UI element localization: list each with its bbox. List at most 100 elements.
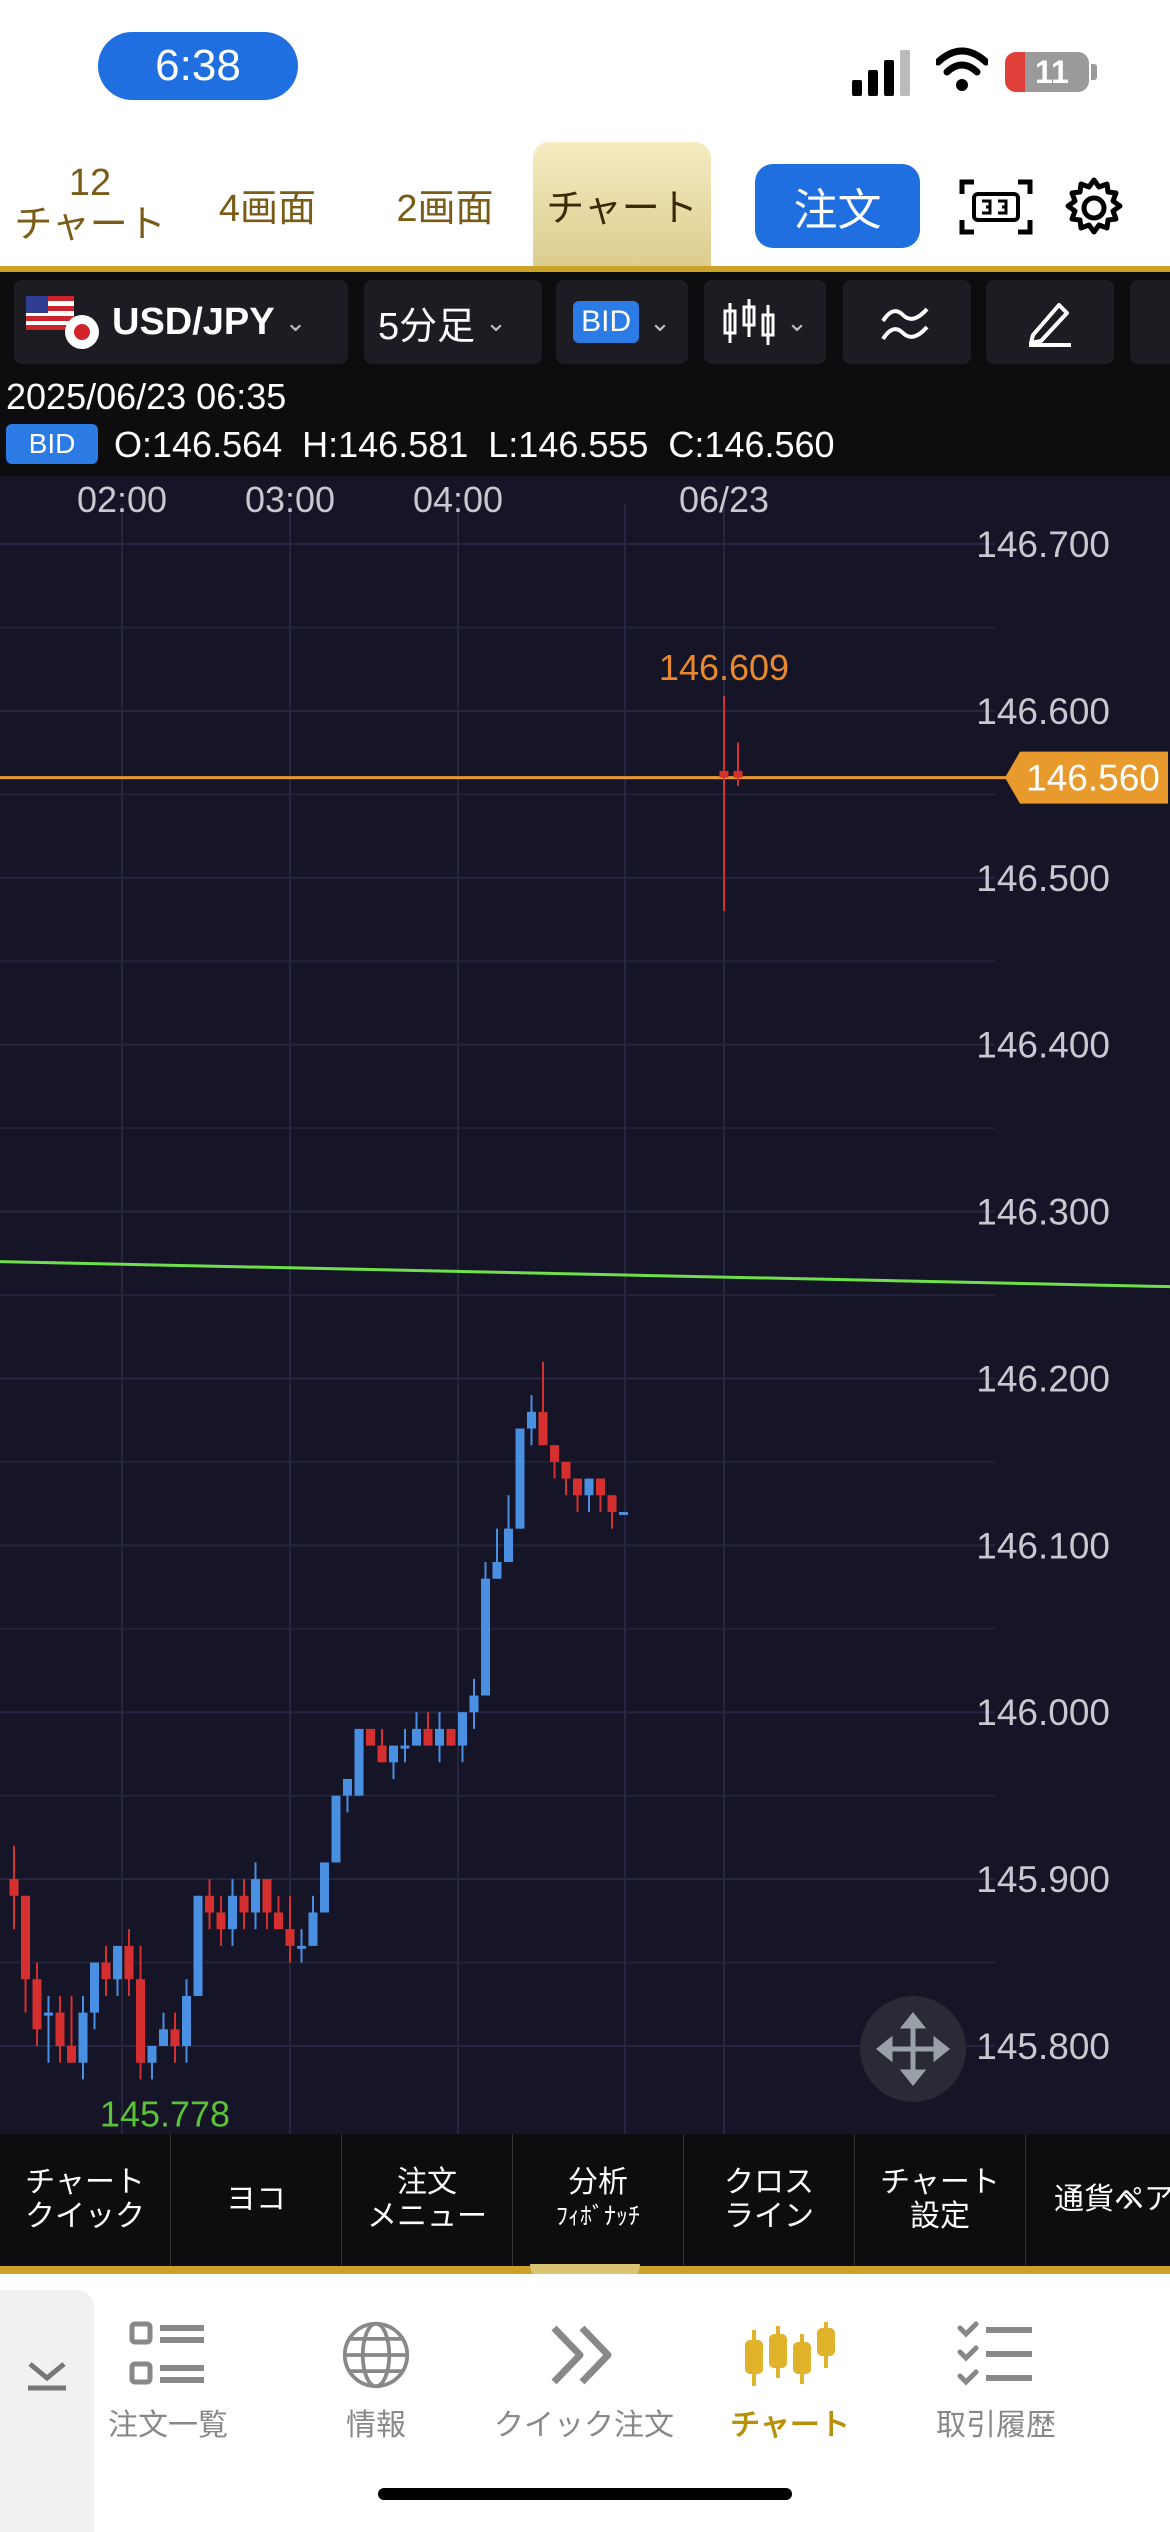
menu-label: 分析 [568,2166,628,2199]
menu-label: メニュー [367,2200,487,2233]
nav-chart[interactable]: チャート [690,2320,890,2460]
candle-body [343,1778,352,1796]
candles [9,695,743,2080]
collapse-down-icon [28,2362,66,2391]
menu-label: クロス [724,2166,814,2199]
price-type-label: BID [573,301,640,343]
menu-chart-settings[interactable]: チャート 設定 [855,2134,1026,2266]
candle-body [136,1979,145,2063]
order-button[interactable]: 注文 [755,164,920,248]
tab-12-chart[interactable]: 12 チャート [0,140,180,268]
pencil-icon [1029,303,1071,347]
candle-body [607,1495,617,1512]
nav-quick-order[interactable]: クイック注文 [484,2320,684,2460]
current-price-label: 146.560 [1026,758,1160,799]
candle-body [67,2046,76,2063]
toolbar-overflow[interactable] [1130,280,1170,364]
candle-body [113,1945,122,1980]
menu-order[interactable]: 注文 メニュー [342,2134,513,2266]
candle-body [446,1728,456,1746]
menu-chart-quick[interactable]: チャート クイック [0,2134,171,2266]
menu-crossline[interactable]: クロス ライン [684,2134,855,2266]
gold-divider [0,266,1170,272]
candle-body [147,2046,157,2063]
current-price-tag [1005,751,1168,804]
grid-lines [0,504,995,2134]
battery-icon: 11 [1005,52,1089,92]
chart-type-selector[interactable]: ⌄ [704,280,826,364]
candle-body [216,1912,226,1930]
candle-body [55,2012,65,2046]
tab-12-label: チャート [14,204,166,246]
landscape-mode-icon[interactable] [958,178,1034,236]
move-arrows-icon [875,2011,951,2087]
nav-label: 取引履歴 [936,2409,1056,2442]
candle-body [159,2029,168,2046]
candle-body [377,1745,387,1763]
candle-body [90,1962,99,2013]
price-label: 146.500 [976,858,1110,899]
candle-body [101,1962,111,1980]
candle-body [354,1728,364,1796]
tab-chart[interactable]: チャート [533,142,711,266]
home-indicator [378,2488,792,2500]
indicator-icon [881,307,929,341]
candle-body [262,1879,272,1913]
info-price-type-badge: BID [6,424,98,464]
time-label: 04:00 [413,479,503,520]
indicator-button[interactable] [843,280,971,364]
low-price-label: 145.778 [100,2094,230,2134]
checklist-icon [957,2321,1032,2386]
candle-body [596,1478,605,1496]
menu-currency-pair[interactable]: 通貨ペア [1026,2134,1170,2266]
chevron-down-icon: ⌄ [284,306,307,337]
menu-landscape[interactable]: ヨコ [171,2134,342,2266]
menu-scroll-right-icon[interactable]: › [1122,2178,1134,2219]
globe-icon [342,2321,410,2389]
menu-label: 通貨ペア [1054,2183,1170,2216]
nav-trade-history[interactable]: 取引履歴 [896,2320,1096,2460]
time-label: 06/23 [679,479,769,520]
candle-body [44,2012,53,2016]
top-tab-bar: 12 チャート 4画面 2画面 チャート 注文 [0,140,1170,268]
status-bar: 6:38 11 [0,0,1170,140]
candlestick-icon [723,299,775,345]
nav-label: 注文一覧 [108,2409,228,2442]
order-list-icon [129,2321,204,2385]
cellular-signal-icon [852,50,910,96]
tab-2-screen[interactable]: 2画面 [396,187,494,230]
nav-order-list[interactable]: 注文一覧 [68,2320,268,2460]
candle-body [320,1862,329,1913]
price-label: 146.100 [976,1525,1110,1566]
double-chevron-icon [551,2325,612,2385]
candle-body [274,1912,283,1930]
gear-icon[interactable] [1062,176,1126,240]
candle-body [251,1879,260,1913]
chart-canvas[interactable]: 02:00 03:00 04:00 06/23 146.700 146.600 146.5… [0,476,1170,2134]
timeframe-selector[interactable]: 5分足 ⌄ [364,280,542,364]
price-label: 145.800 [976,2026,1110,2067]
time-label: 03:00 [245,479,335,520]
tab-4-screen[interactable]: 4画面 [218,187,317,230]
candle-body [481,1578,490,1696]
price-label: 146.400 [976,1025,1110,1066]
menu-analysis[interactable]: 分析 ﾌｨﾎﾞﾅｯﾁ [513,2134,684,2266]
candle-body [584,1478,594,1496]
candle-body [297,1945,306,1949]
price-label: 146.300 [976,1192,1110,1233]
drawing-tool-button[interactable] [986,280,1114,364]
candle-body [32,1979,42,2030]
candle-body [719,770,729,778]
price-type-selector[interactable]: BID ⌄ [556,280,688,364]
candle-body [193,1895,203,1996]
collapse-button[interactable] [0,2290,94,2532]
candle-datetime: 2025/06/23 06:35 [6,376,287,417]
wifi-icon [936,47,988,91]
move-button[interactable] [860,1996,966,2102]
candle-body [182,1995,191,2046]
menu-label: チャート [880,2166,1000,2199]
price-chart[interactable]: 02:00 03:00 04:00 06/23 146.700 146.600 146.5… [0,476,1170,2134]
nav-info[interactable]: 情報 [276,2320,476,2460]
symbol-selector[interactable]: USD/JPY ⌄ [14,280,348,364]
menu-label: ライン [724,2200,814,2233]
